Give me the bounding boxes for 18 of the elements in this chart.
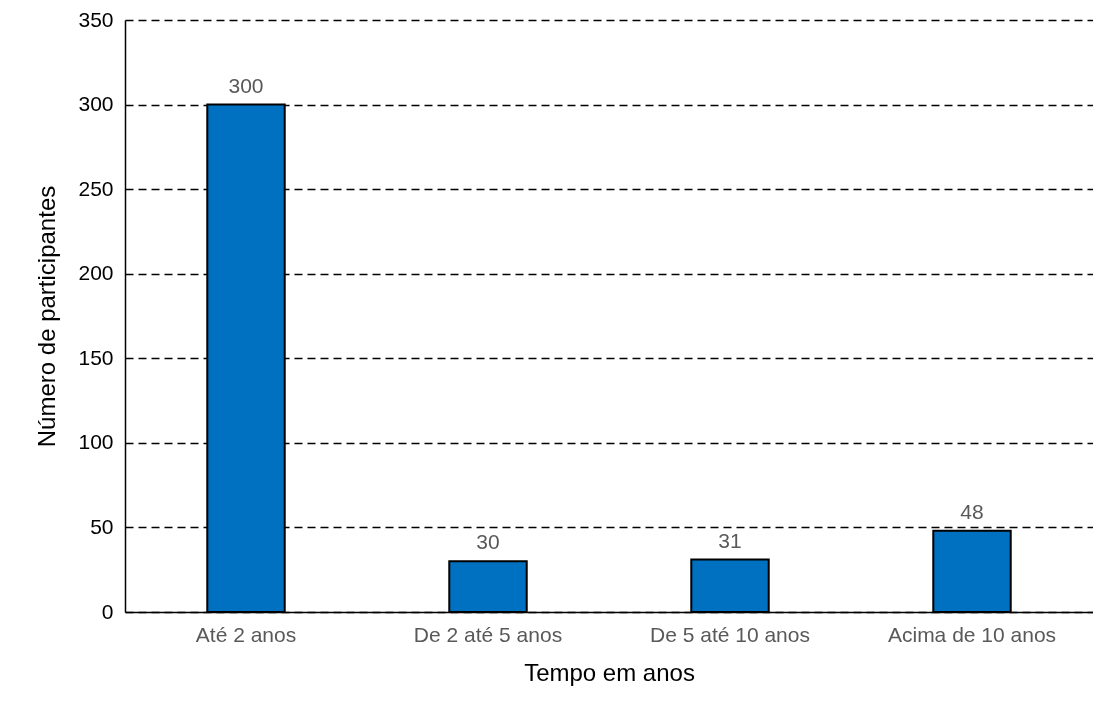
data-label: 30 xyxy=(476,530,500,554)
x-tick-label: Até 2 anos xyxy=(195,622,297,646)
y-tick-label: 250 xyxy=(78,176,114,200)
y-tick-label: 300 xyxy=(78,92,114,116)
x-axis-title: Tempo em anos xyxy=(524,658,695,686)
data-label: 300 xyxy=(228,73,264,97)
y-tick-label: 50 xyxy=(90,514,114,538)
y-tick-label: 150 xyxy=(78,345,114,369)
y-tick-label: 0 xyxy=(101,599,114,623)
x-tick-label: Acima de 10 anos xyxy=(887,622,1057,646)
y-axis-title: Número de participantes xyxy=(33,185,61,448)
x-tick-label: De 5 até 10 anos xyxy=(650,622,810,646)
x-tick-label: De 2 até 5 anos xyxy=(413,622,563,646)
y-tick-label: 100 xyxy=(78,430,114,454)
y-tick-label: 350 xyxy=(78,7,114,31)
data-label: 48 xyxy=(960,499,984,523)
y-tick-label: 200 xyxy=(78,261,114,285)
data-label: 31 xyxy=(718,528,742,552)
